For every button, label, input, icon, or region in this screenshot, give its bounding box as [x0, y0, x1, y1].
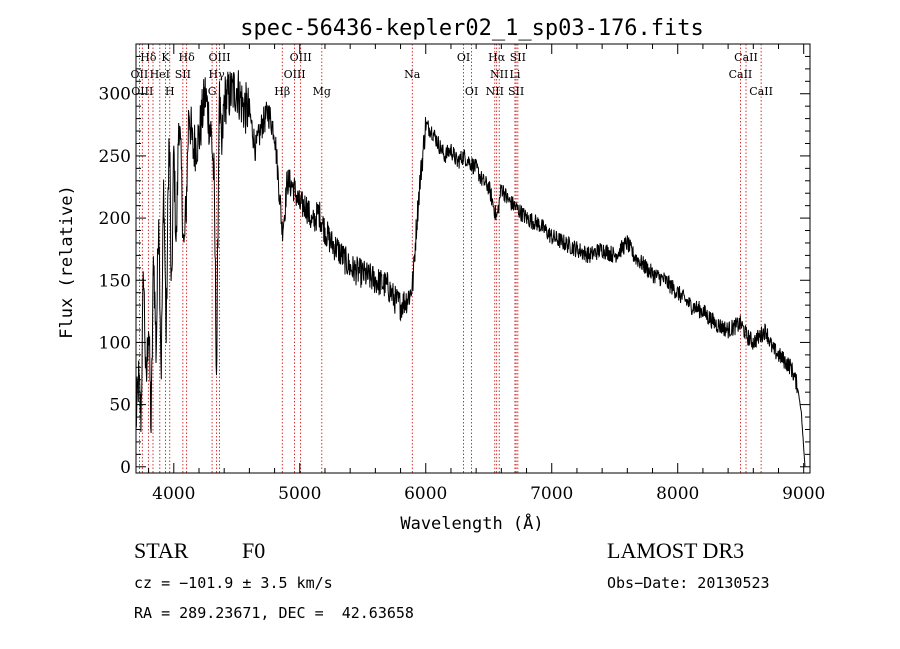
x-tick-label-4000: 4000	[152, 484, 195, 504]
axis-ticks: 4000 5000 6000 7000 8000 9000 0 50 100 150 200 250 3…	[99, 44, 825, 504]
line-label-12: Hγ	[209, 68, 226, 81]
line-label-26: CaII	[749, 85, 773, 98]
line-markers	[139, 44, 762, 473]
x-tick-label-9000: 9000	[782, 484, 825, 504]
line-label-11: SII	[175, 68, 191, 81]
y-tick-label-250: 250	[99, 147, 131, 167]
line-label-21: Hβ	[274, 85, 290, 98]
survey-name: LAMOST DR3	[607, 538, 745, 563]
line-label-20: G	[208, 85, 217, 98]
line-label-1: K	[161, 51, 170, 64]
line-label-23: OI	[465, 85, 478, 98]
line-label-3: OIII	[208, 51, 230, 64]
x-tick-label-5000: 5000	[278, 484, 321, 504]
line-label-19: H	[165, 85, 175, 98]
line-label-16: Li	[510, 68, 521, 81]
y-axis-label: Flux (relative)	[57, 185, 77, 339]
x-tick-label-8000: 8000	[656, 484, 699, 504]
chart-title: spec-56436-kepler02_1_sp03-176.fits	[240, 16, 704, 41]
y-tick-label-200: 200	[99, 209, 131, 229]
spectrum-layer	[135, 70, 806, 467]
line-label-22: Mg	[313, 85, 331, 98]
line-label-4: OIII	[290, 51, 312, 64]
x-axis-label: Wavelength (Å)	[400, 512, 543, 534]
x-tick-label-6000: 6000	[404, 484, 447, 504]
line-label-24: NII	[486, 85, 504, 98]
spectrum-line	[135, 70, 806, 467]
y-tick-label-100: 100	[99, 333, 131, 353]
line-label-2: Hδ	[179, 51, 196, 64]
x-tick-label-7000: 7000	[530, 484, 573, 504]
observation-date: Obs−Date: 20130523	[607, 574, 770, 592]
y-tick-label-300: 300	[99, 85, 131, 105]
line-label-10: HeI	[150, 68, 170, 81]
object-type: STAR	[134, 538, 189, 563]
line-label-18: OIII	[131, 85, 153, 98]
spectral-subclass: F0	[242, 538, 266, 563]
line-label-5: OI	[457, 51, 470, 64]
line-label-13: OIII	[284, 68, 306, 81]
ra-dec: RA = 289.23671, DEC = 42.63658	[134, 604, 414, 622]
plot-frame	[135, 43, 811, 474]
line-label-15: NII	[490, 68, 508, 81]
y-tick-label-150: 150	[99, 271, 131, 291]
line-label-25: SII	[508, 85, 524, 98]
y-tick-label-50: 50	[109, 396, 131, 416]
line-labels: Hδ K Hδ OIII OIII OI Hα SII CaII OII HeI SII Hγ OIII N…	[131, 51, 773, 98]
line-label-9: OII	[131, 68, 149, 81]
line-label-7: SII	[510, 51, 526, 64]
y-tick-label-0: 0	[120, 458, 131, 478]
line-label-8: CaII	[734, 51, 758, 64]
line-label-17: CaII	[729, 68, 753, 81]
line-label-14: Na	[404, 68, 421, 81]
redshift-cz: cz = −101.9 ± 3.5 km/s	[134, 574, 333, 592]
line-label-6: Hα	[488, 51, 506, 64]
line-label-0: Hδ	[140, 51, 157, 64]
